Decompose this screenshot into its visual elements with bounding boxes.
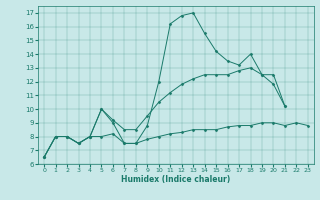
X-axis label: Humidex (Indice chaleur): Humidex (Indice chaleur) [121, 175, 231, 184]
